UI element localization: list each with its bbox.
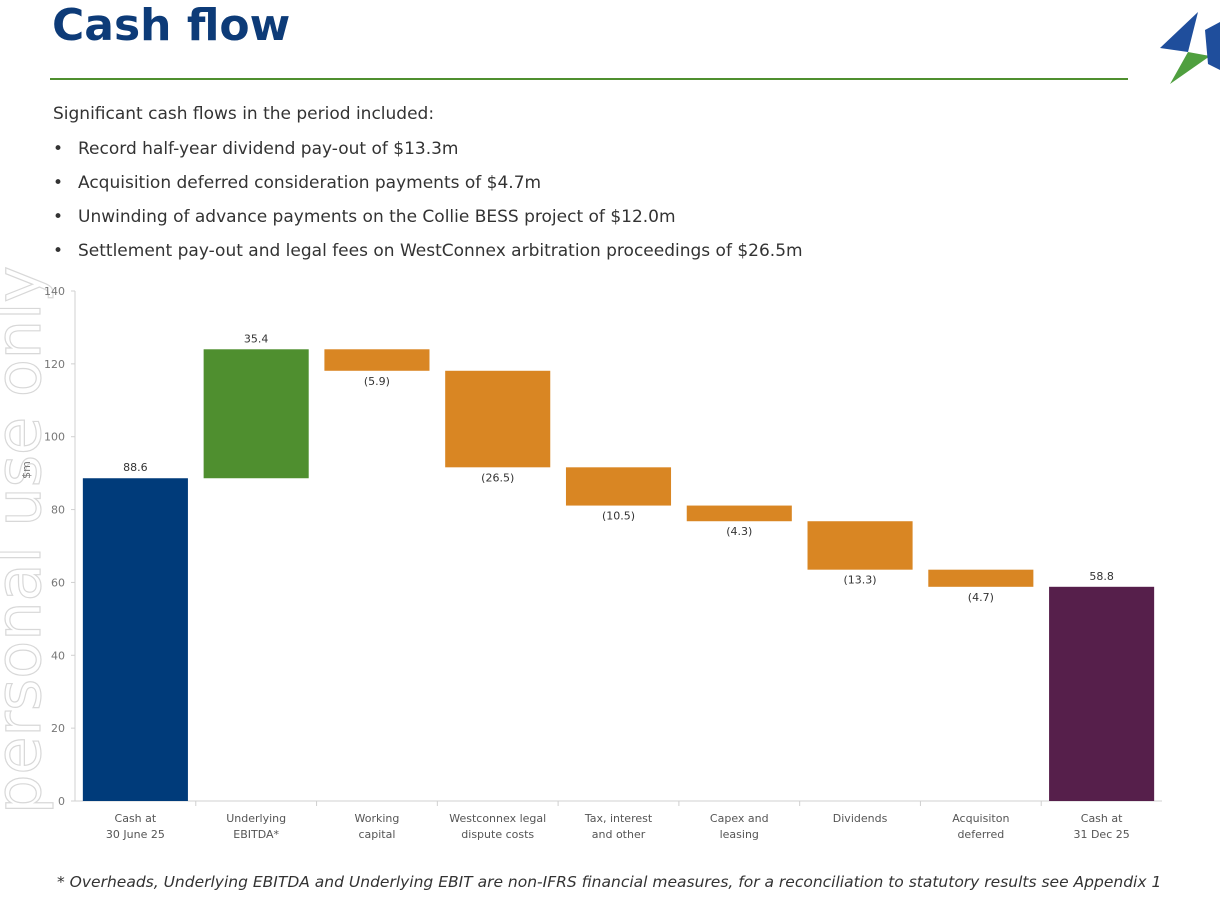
x-tick-label: Westconnex legal dispute costs	[449, 812, 547, 841]
logo	[1160, 12, 1220, 84]
bar	[1049, 586, 1155, 801]
y-tick-label: 20	[51, 722, 65, 735]
x-tick-label: Cash at 30 June 25	[105, 812, 165, 841]
bullet-dot: •	[53, 173, 64, 193]
x-tick-label: Capex and leasing	[709, 812, 769, 841]
value-label: (10.5)	[602, 510, 635, 523]
bar	[203, 349, 309, 479]
value-label: (13.3)	[844, 574, 877, 587]
bullet-dot: •	[53, 139, 64, 159]
y-tick-label: 80	[51, 504, 65, 517]
intro: Significant cash flows in the period inc…	[53, 104, 435, 124]
x-tick-label: Cash at 31 Dec 25	[1073, 812, 1130, 841]
bullet-text: Settlement pay-out and legal fees on Wes…	[78, 241, 803, 261]
bar	[686, 505, 792, 522]
bullet-text: Acquisition deferred consideration payme…	[78, 173, 542, 193]
bar	[324, 349, 430, 371]
title: Cash flow	[52, 0, 291, 51]
bullet-text: Record half-year dividend pay-out of $13…	[78, 139, 459, 159]
bullet-dot: •	[53, 241, 64, 261]
value-label: 58.8	[1089, 570, 1114, 583]
value-label: (4.7)	[968, 591, 994, 604]
value-label: (4.3)	[726, 525, 752, 538]
value-label: (26.5)	[481, 471, 514, 484]
y-tick-label: 140	[44, 285, 65, 298]
bar	[807, 521, 913, 570]
x-tick-label: Acquisiton deferred	[952, 812, 1010, 841]
y-tick-label: 60	[51, 576, 65, 589]
bullet-dot: •	[53, 207, 64, 227]
y-tick-label: 40	[51, 649, 65, 662]
bar	[565, 467, 672, 506]
value-label: 35.4	[244, 332, 269, 345]
x-tick-label: Tax, interest and other	[584, 812, 653, 841]
footnote: * Overheads, Underlying EBITDA and Under…	[57, 873, 1162, 891]
y-tick-label: 100	[44, 431, 65, 444]
watermark: personal use only	[0, 266, 55, 814]
bullet-text: Unwinding of advance payments on the Col…	[78, 207, 676, 227]
bar	[928, 569, 1034, 587]
y-tick-label: 0	[58, 795, 65, 808]
y-axis-label: $m	[20, 461, 33, 479]
value-label: (5.9)	[364, 375, 390, 388]
bar	[445, 370, 551, 468]
x-tick-label: Working capital	[354, 812, 400, 841]
bar	[82, 478, 188, 801]
value-label: 88.6	[123, 461, 148, 474]
y-tick-label: 120	[44, 358, 65, 371]
x-tick-label: Dividends	[832, 812, 888, 825]
x-tick-label: Underlying EBITDA*	[226, 812, 287, 841]
